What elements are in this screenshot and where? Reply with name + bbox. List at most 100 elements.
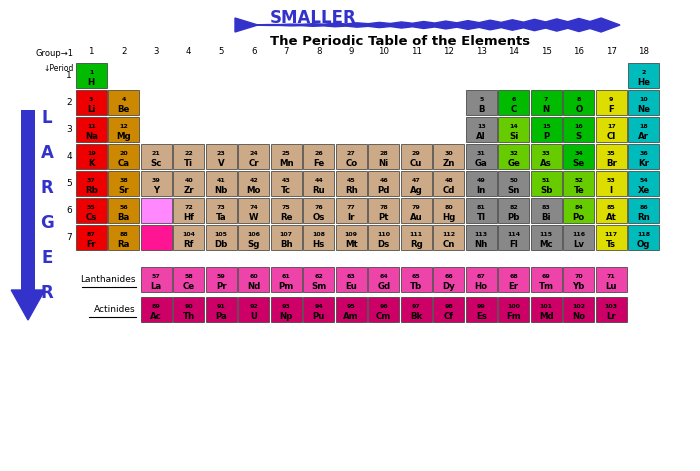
Text: 71: 71 (607, 274, 615, 279)
Text: 42: 42 (249, 178, 258, 183)
Text: Bk: Bk (410, 312, 422, 321)
Text: Li: Li (87, 105, 95, 114)
Text: 7: 7 (66, 233, 72, 242)
Text: 69: 69 (542, 274, 551, 279)
Bar (466, 90, 497, 115)
Text: 91: 91 (217, 304, 225, 309)
Bar (531, 90, 561, 115)
Bar (401, 267, 432, 292)
Text: 117: 117 (605, 232, 618, 237)
Text: Bi: Bi (542, 213, 551, 222)
Text: Lv: Lv (573, 240, 584, 249)
Bar (206, 171, 237, 196)
Text: 87: 87 (87, 232, 96, 237)
Text: In: In (477, 186, 486, 195)
Bar (629, 144, 659, 169)
Text: 45: 45 (347, 178, 356, 183)
Text: 114: 114 (508, 232, 520, 237)
Text: Cn: Cn (442, 240, 455, 249)
Text: 41: 41 (217, 178, 225, 183)
Text: 18: 18 (639, 124, 648, 129)
Text: 16: 16 (575, 124, 583, 129)
Bar (206, 225, 237, 250)
Text: 20: 20 (120, 151, 128, 156)
Text: 14: 14 (510, 124, 518, 129)
Text: Gd: Gd (377, 282, 391, 291)
Bar (238, 144, 270, 169)
Text: Ge: Ge (508, 159, 520, 168)
Text: Hf: Hf (183, 213, 194, 222)
Text: 8: 8 (577, 97, 581, 102)
Text: The Periodic Table of the Elements: The Periodic Table of the Elements (270, 35, 530, 48)
Text: No: No (572, 312, 585, 321)
Bar (108, 171, 139, 196)
Text: He: He (637, 78, 650, 87)
Text: SMALLER: SMALLER (270, 9, 357, 27)
Text: La: La (150, 282, 162, 291)
Text: 51: 51 (542, 178, 551, 183)
Text: 40: 40 (184, 178, 193, 183)
Text: 107: 107 (280, 232, 293, 237)
Text: 118: 118 (637, 232, 650, 237)
Bar (206, 144, 237, 169)
Text: Hg: Hg (442, 213, 456, 222)
Text: Fm: Fm (506, 312, 521, 321)
Text: Os: Os (313, 213, 325, 222)
Text: Am: Am (344, 312, 359, 321)
Bar (564, 171, 594, 196)
Text: R: R (41, 179, 53, 197)
Text: 113: 113 (475, 232, 488, 237)
Text: U: U (251, 312, 257, 321)
Text: Rb: Rb (85, 186, 98, 195)
Text: Cm: Cm (376, 312, 391, 321)
Text: E: E (41, 249, 52, 267)
Text: 28: 28 (379, 151, 388, 156)
Text: 75: 75 (282, 205, 290, 210)
Bar (564, 90, 594, 115)
Bar (596, 144, 626, 169)
Bar (271, 267, 302, 292)
Text: Pa: Pa (216, 312, 227, 321)
Text: Ru: Ru (312, 186, 325, 195)
Bar (76, 225, 106, 250)
Text: Cu: Cu (410, 159, 422, 168)
Bar (564, 198, 594, 223)
Text: Mt: Mt (345, 240, 358, 249)
Bar (303, 225, 334, 250)
Bar (21, 110, 35, 290)
Bar (596, 267, 626, 292)
Bar (76, 117, 106, 142)
Text: Yb: Yb (573, 282, 585, 291)
Text: Ra: Ra (118, 240, 130, 249)
Bar (238, 225, 270, 250)
Text: Kr: Kr (638, 159, 650, 168)
Bar (368, 144, 399, 169)
Bar (466, 117, 497, 142)
Bar (336, 171, 367, 196)
Text: O: O (575, 105, 582, 114)
Bar (141, 225, 172, 250)
Bar (564, 144, 594, 169)
Bar (596, 225, 626, 250)
Text: Bh: Bh (280, 240, 293, 249)
Text: G: G (40, 214, 54, 232)
Text: Fr: Fr (86, 240, 96, 249)
Text: 58: 58 (184, 274, 193, 279)
Text: Hs: Hs (313, 240, 325, 249)
Text: 26: 26 (314, 151, 323, 156)
Bar (401, 225, 432, 250)
Polygon shape (235, 18, 620, 32)
Bar (141, 297, 172, 322)
Text: 10: 10 (639, 97, 648, 102)
Text: 89: 89 (152, 304, 160, 309)
Bar (108, 117, 139, 142)
Text: 4: 4 (186, 48, 192, 57)
Bar (531, 267, 561, 292)
Text: Db: Db (215, 240, 228, 249)
Text: At: At (606, 213, 617, 222)
Text: 73: 73 (217, 205, 225, 210)
Text: Actinides: Actinides (94, 305, 136, 314)
Text: Na: Na (85, 132, 98, 141)
Text: 82: 82 (510, 205, 518, 210)
Bar (76, 90, 106, 115)
